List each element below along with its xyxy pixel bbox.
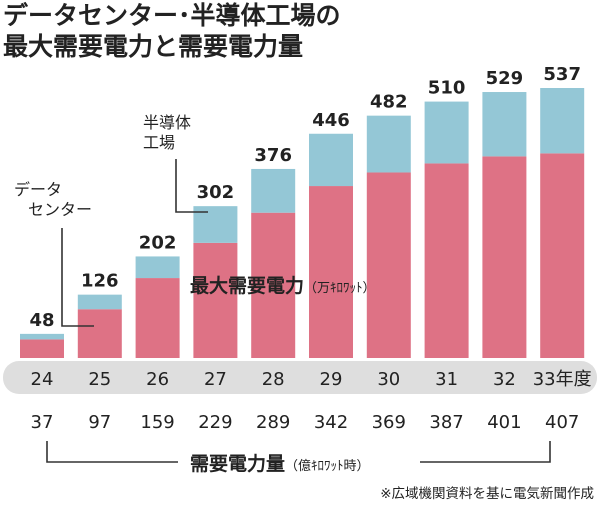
bar-datacenter-28 [251, 212, 296, 358]
energy-bracket-right [420, 441, 551, 463]
energy-value-labels: 37 97 159 229 289 342 369 387 401 407 [31, 412, 580, 433]
bar-semiconductor-30 [366, 115, 411, 173]
energy-value-label-27: 229 [198, 412, 232, 433]
bar-datacenter-26 [135, 278, 180, 358]
peak-value-label-29: 446 [312, 110, 350, 131]
peak-series-label: 最大需要電力（万ｷﾛﾜｯﾄ） [190, 274, 376, 297]
bar-semiconductor-26 [135, 256, 180, 279]
peak-value-label-24: 48 [29, 310, 54, 331]
peak-value-label-33: 537 [543, 64, 581, 85]
peak-value-label-27: 302 [197, 182, 235, 203]
annotation-semiconductor: 半導体 工場 [143, 113, 191, 153]
energy-series-unit: （億ｷﾛﾜｯﾄ時） [285, 458, 370, 474]
tick-label-27: 27 [204, 369, 227, 390]
annotation-datacenter: データ センター [14, 180, 92, 220]
bar-semiconductor-28 [251, 168, 296, 213]
bar-datacenter-33 [540, 153, 585, 358]
tick-label-31: 31 [435, 369, 458, 390]
annotation-datacenter-line2: センター [28, 200, 93, 219]
tick-label-24: 24 [31, 369, 54, 390]
energy-value-label-25: 97 [88, 412, 111, 433]
peak-value-label-28: 376 [254, 145, 292, 166]
bar-semiconductor-31 [424, 101, 469, 164]
bar-datacenter-31 [424, 163, 469, 358]
peak-value-label-30: 482 [370, 92, 408, 113]
annotation-lines [46, 159, 551, 463]
energy-series-name: 需要電力量 [190, 452, 285, 475]
bar-semiconductor-33 [540, 88, 585, 154]
tick-label-25: 25 [88, 369, 111, 390]
bar-datacenter-32 [482, 156, 527, 358]
energy-bracket [46, 441, 178, 463]
tick-label-30: 30 [377, 369, 400, 390]
peak-value-label-32: 529 [486, 68, 524, 89]
semiconductor-leader-line [175, 159, 208, 213]
chart-title: データセンター･半導体工場の 最大需要電力と需要電力量 [3, 0, 341, 62]
annotation-datacenter-line1: データ [14, 180, 63, 199]
energy-value-label-28: 289 [256, 412, 290, 433]
energy-value-label-32: 401 [487, 412, 521, 433]
category-axis-band [3, 361, 597, 394]
title-line-1: データセンター･半導体工場の [3, 1, 341, 30]
bar-datacenter-30 [366, 172, 411, 358]
bar-semiconductor-25 [77, 294, 122, 310]
source-footnote: ※広域機関資料を基に電気新聞作成 [380, 486, 594, 502]
peak-series-unit: （万ｷﾛﾜｯﾄ） [304, 281, 376, 296]
title-line-2: 最大需要電力と需要電力量 [3, 32, 304, 61]
tick-label-26: 26 [146, 369, 169, 390]
energy-value-label-26: 159 [140, 412, 174, 433]
energy-value-label-30: 369 [372, 412, 406, 433]
energy-value-label-33: 407 [545, 412, 579, 433]
energy-series-label: 需要電力量（億ｷﾛﾜｯﾄ時） [190, 452, 370, 475]
tick-label-29: 29 [320, 369, 343, 390]
datacenter-leader-line [61, 228, 94, 327]
annotation-semiconductor-line2: 工場 [143, 133, 176, 152]
energy-value-label-31: 387 [429, 412, 463, 433]
bar-datacenter-29 [309, 186, 353, 358]
tick-label-32: 32 [493, 369, 516, 390]
annotation-semiconductor-line1: 半導体 [143, 113, 192, 132]
bar-datacenter-27 [193, 242, 238, 358]
bar-semiconductor-24 [20, 333, 64, 340]
bar-datacenter-24 [20, 339, 64, 358]
peak-series-name: 最大需要電力 [190, 274, 304, 297]
peak-value-label-25: 126 [81, 271, 119, 292]
tick-label-28: 28 [262, 369, 285, 390]
energy-value-label-24: 37 [31, 412, 54, 433]
peak-value-label-26: 202 [139, 232, 177, 253]
tick-label-33: 33年度 [533, 369, 592, 390]
bar-group: 48 126 202 302 376 446 482 510 529 537 [20, 64, 585, 358]
bar-semiconductor-32 [482, 92, 527, 157]
bar-datacenter-25 [77, 309, 122, 358]
bar-semiconductor-29 [309, 133, 353, 187]
energy-value-label-29: 342 [314, 412, 348, 433]
category-tick-labels: 24 25 26 27 28 29 30 31 32 33年度 [31, 369, 592, 390]
peak-value-label-31: 510 [428, 78, 466, 99]
